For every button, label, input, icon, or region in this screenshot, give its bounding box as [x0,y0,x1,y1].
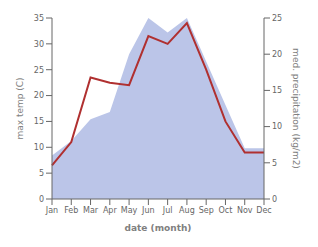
svg-text:Sep: Sep [199,206,214,215]
svg-text:10: 10 [34,143,44,152]
svg-text:25: 25 [34,66,44,75]
svg-text:5: 5 [39,169,44,178]
svg-text:Feb: Feb [64,206,78,215]
svg-text:May: May [121,206,138,215]
svg-text:Jul: Jul [162,206,173,215]
svg-text:30: 30 [34,40,44,49]
svg-text:20: 20 [34,91,44,100]
svg-text:Jan: Jan [45,206,58,215]
svg-text:20: 20 [272,50,282,59]
svg-text:25: 25 [272,14,282,23]
svg-text:10: 10 [272,122,282,131]
svg-text:Apr: Apr [103,206,118,215]
svg-text:35: 35 [34,14,44,23]
svg-text:5: 5 [272,159,277,168]
svg-text:Jun: Jun [141,206,155,215]
svg-text:0: 0 [272,195,277,204]
svg-text:max temp (C): max temp (C) [15,77,25,139]
svg-text:15: 15 [34,117,44,126]
svg-text:date (month): date (month) [125,223,192,233]
svg-text:15: 15 [272,86,282,95]
svg-text:0: 0 [39,195,44,204]
svg-text:Dec: Dec [256,206,271,215]
svg-text:Nov: Nov [237,206,253,215]
svg-text:Aug: Aug [179,206,195,215]
svg-text:Oct: Oct [219,206,233,215]
svg-text:Mar: Mar [83,206,99,215]
svg-text:med. precipitation (kg/m2): med. precipitation (kg/m2) [291,48,301,169]
